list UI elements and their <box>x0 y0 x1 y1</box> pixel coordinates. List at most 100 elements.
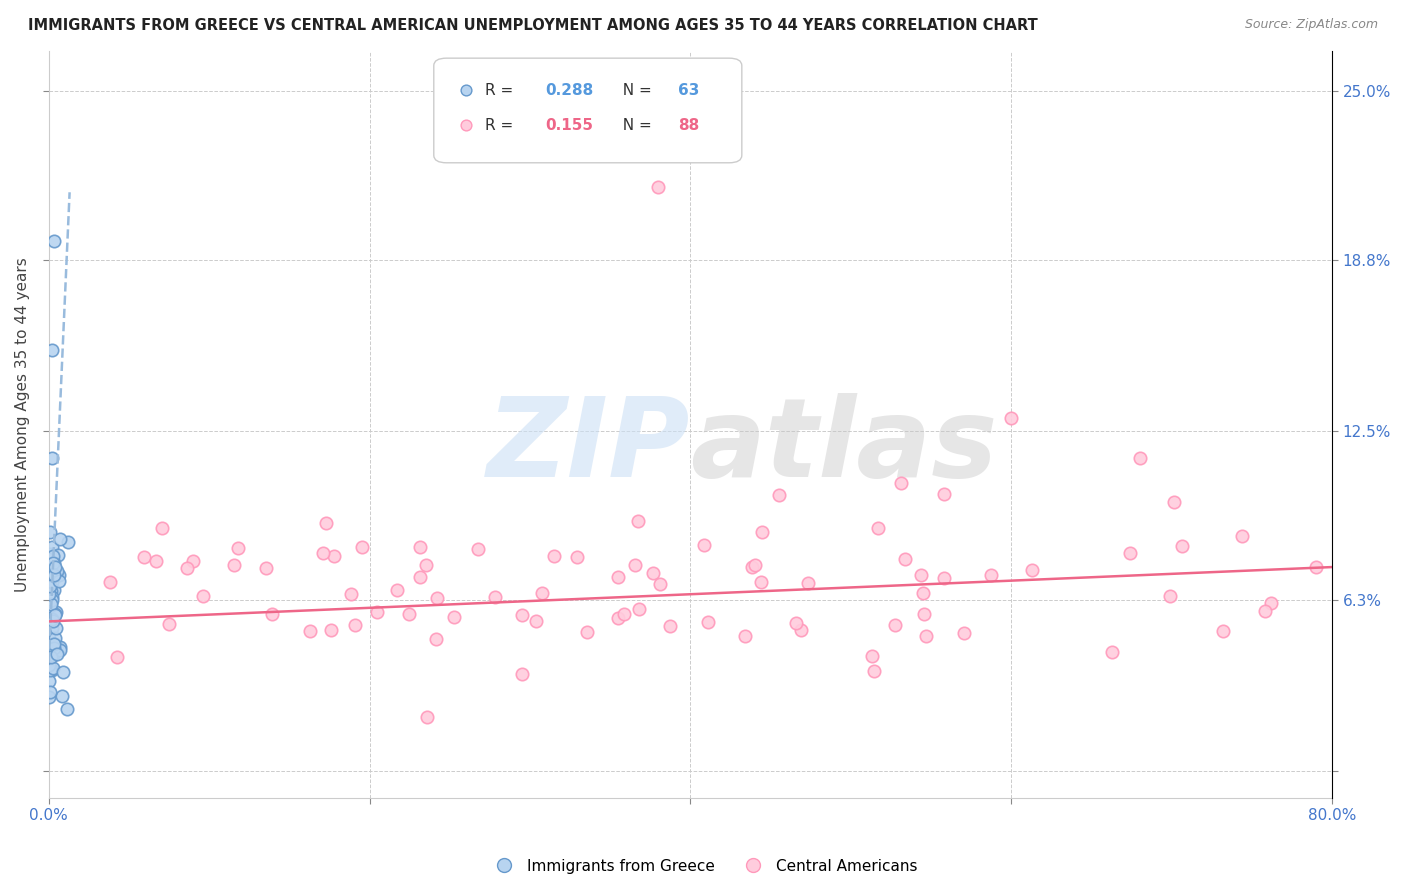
Point <box>44 560 66 574</box>
Point <box>39 597 62 611</box>
Point <box>41 611 63 625</box>
Point <box>52 665 75 679</box>
Text: 0.288: 0.288 <box>546 83 593 98</box>
Point <box>44 582 66 597</box>
Point <box>41 648 63 662</box>
Point <box>41 574 63 589</box>
Point <box>41 343 63 357</box>
Point <box>659 618 682 632</box>
Point <box>42 661 65 675</box>
Point <box>627 602 650 616</box>
Point <box>312 546 335 560</box>
Point <box>741 560 763 574</box>
Point <box>39 685 62 699</box>
Point <box>1101 645 1123 659</box>
Point <box>785 615 807 630</box>
Point <box>696 615 718 629</box>
Point <box>38 579 60 593</box>
Point <box>524 614 547 628</box>
Point <box>641 566 664 581</box>
Text: N =: N = <box>613 118 657 133</box>
Point <box>692 538 714 552</box>
Point <box>321 623 343 637</box>
Point <box>132 550 155 565</box>
Point <box>627 514 650 528</box>
Point <box>191 589 214 603</box>
Point <box>39 567 62 582</box>
Point <box>41 593 63 607</box>
Point <box>340 587 363 601</box>
Point <box>98 574 121 589</box>
Point <box>39 525 62 540</box>
Point <box>1000 410 1022 425</box>
Point <box>1170 539 1192 553</box>
Point <box>262 607 284 621</box>
Point <box>613 607 636 622</box>
Point <box>860 648 883 663</box>
Point <box>1254 604 1277 618</box>
Text: Source: ZipAtlas.com: Source: ZipAtlas.com <box>1244 18 1378 31</box>
Point <box>1260 597 1282 611</box>
Point <box>952 626 974 640</box>
Text: 63: 63 <box>678 83 699 98</box>
Point <box>145 554 167 568</box>
Point <box>228 541 250 555</box>
Text: 88: 88 <box>678 118 699 133</box>
Point <box>44 608 66 623</box>
Point <box>38 631 60 645</box>
Point <box>152 521 174 535</box>
Point <box>624 558 647 572</box>
Point <box>41 591 63 605</box>
Point <box>915 629 938 643</box>
Point <box>1159 590 1181 604</box>
Point <box>1129 451 1152 466</box>
Point <box>38 674 60 689</box>
Text: N =: N = <box>613 83 657 98</box>
Point <box>606 611 628 625</box>
Point <box>734 629 756 643</box>
Point <box>41 568 63 582</box>
Point <box>409 570 432 584</box>
Y-axis label: Unemployment Among Ages 35 to 44 years: Unemployment Among Ages 35 to 44 years <box>15 257 30 591</box>
Point <box>41 566 63 581</box>
Point <box>41 541 63 555</box>
Point <box>910 568 932 582</box>
Point <box>426 591 449 605</box>
Point <box>912 607 935 622</box>
Point <box>42 614 65 628</box>
Point <box>415 558 437 572</box>
Point <box>41 451 63 466</box>
Point <box>42 558 65 572</box>
Point <box>1119 546 1142 560</box>
Point <box>41 573 63 587</box>
Point <box>1305 560 1327 574</box>
Point <box>398 607 420 621</box>
Point <box>42 556 65 570</box>
Point <box>797 575 820 590</box>
Point <box>56 701 79 715</box>
Point <box>38 547 60 561</box>
Point <box>39 664 62 678</box>
Point <box>41 637 63 651</box>
Point <box>543 549 565 563</box>
Point <box>42 549 65 564</box>
Point <box>344 617 367 632</box>
Point <box>38 587 60 601</box>
Point <box>512 667 534 681</box>
Point <box>385 582 408 597</box>
Point <box>749 574 772 589</box>
Point <box>41 621 63 635</box>
Point <box>890 476 912 491</box>
Point <box>46 647 69 661</box>
Point <box>42 637 65 651</box>
Point <box>56 535 79 549</box>
Legend: Immigrants from Greece, Central Americans: Immigrants from Greece, Central American… <box>482 853 924 880</box>
Point <box>49 640 72 655</box>
Point <box>768 488 790 502</box>
Point <box>44 632 66 646</box>
Text: 0.155: 0.155 <box>546 118 593 133</box>
Text: R =: R = <box>485 83 519 98</box>
Point <box>46 548 69 562</box>
Point <box>932 571 955 585</box>
Point <box>980 567 1002 582</box>
